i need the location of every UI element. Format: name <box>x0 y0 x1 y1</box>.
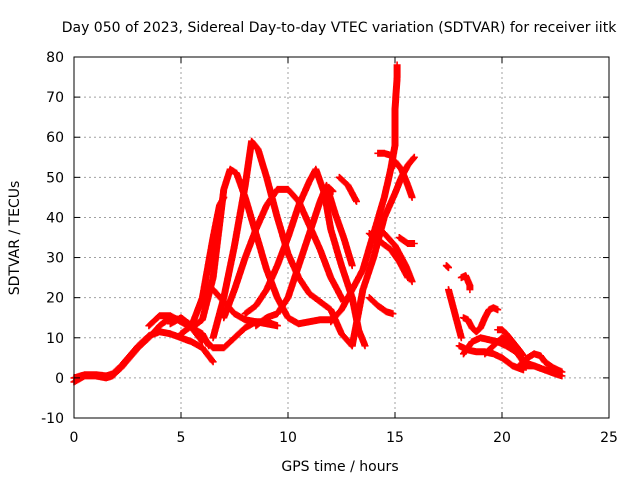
series-segment-11.9h <box>325 183 337 195</box>
y-tick-labels: -10 0 10 20 30 40 50 60 70 80 <box>41 50 64 427</box>
series-afternoon-18.3h <box>457 272 474 294</box>
y-tick-label: 70 <box>46 90 64 106</box>
y-tick-label: 40 <box>46 210 64 226</box>
series-segment-12.5h <box>335 173 360 205</box>
chart-title: Day 050 of 2023, Sidereal Day-to-day VTE… <box>62 20 617 36</box>
series-afternoon-18.2h <box>459 304 502 336</box>
y-tick-label: 80 <box>46 50 64 66</box>
y-tick-label: 60 <box>46 130 64 146</box>
series-afternoon-17.7h <box>445 286 465 342</box>
series-descending-14.5h <box>380 229 416 286</box>
data-marks <box>70 61 566 386</box>
x-tick-label: 25 <box>600 430 618 446</box>
x-tick-labels: 0 5 10 15 20 25 <box>70 430 618 446</box>
series-falling-6.5h <box>209 286 281 330</box>
series-afternoon-17.5h <box>442 262 452 272</box>
x-tick-label: 15 <box>386 430 404 446</box>
series-peak-9.7h <box>220 185 348 322</box>
x-tick-label: 10 <box>279 430 297 446</box>
y-tick-label: 30 <box>46 251 64 267</box>
series-cluster-14.5h <box>374 149 395 159</box>
series-afternoon-21.8h <box>519 362 566 380</box>
x-axis-label: GPS time / hours <box>281 459 398 475</box>
series-fall-15.5h <box>387 157 416 201</box>
plot-border <box>73 56 610 419</box>
x-tick-label: 20 <box>493 430 511 446</box>
y-tick-label: -10 <box>41 411 64 427</box>
series-cluster-15.3h <box>395 234 418 247</box>
y-tick-label: 50 <box>46 170 64 186</box>
series-afternoon-21.5h <box>515 350 566 376</box>
axis-ticks <box>73 56 610 419</box>
y-tick-label: 20 <box>46 291 64 307</box>
x-tick-label: 5 <box>177 430 186 446</box>
series-afternoon-20.2h <box>494 326 527 360</box>
y-tick-label: 0 <box>55 371 64 387</box>
y-axis-label: SDTVAR / TECUs <box>7 181 23 296</box>
y-tick-label: 10 <box>46 331 64 347</box>
series-cluster-13.8h <box>365 294 397 318</box>
x-tick-label: 0 <box>70 430 79 446</box>
